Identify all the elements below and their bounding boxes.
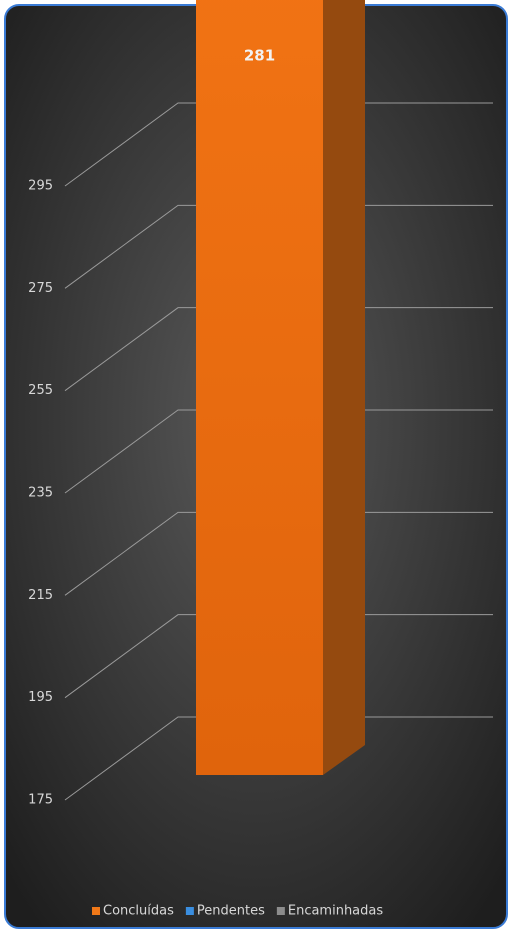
legend-label: Pendentes <box>197 904 265 919</box>
legend-swatch <box>185 907 194 915</box>
y-tick-label: 235 <box>28 486 53 501</box>
grid-line <box>64 102 493 187</box>
grid-line <box>64 511 493 596</box>
y-tick-label: 215 <box>28 588 53 603</box>
legend-swatch <box>276 907 285 915</box>
grid-line <box>64 307 493 392</box>
grid-line <box>64 716 493 801</box>
legend-label: Encaminhadas <box>288 904 384 919</box>
bar-side <box>323 0 365 775</box>
y-tick-label: 295 <box>28 179 53 194</box>
y-tick-label: 255 <box>28 383 53 398</box>
grid-line <box>64 204 493 289</box>
y-tick-label: 195 <box>28 690 53 705</box>
data-label: 281 <box>244 47 275 65</box>
legend-label: Concluídas <box>103 904 174 919</box>
legend-swatch <box>92 907 100 915</box>
y-tick-label: 275 <box>28 281 53 296</box>
bar-segment <box>196 0 323 775</box>
y-tick-label: 175 <box>28 793 53 808</box>
grid-line <box>64 409 493 494</box>
grid-line <box>64 614 493 699</box>
